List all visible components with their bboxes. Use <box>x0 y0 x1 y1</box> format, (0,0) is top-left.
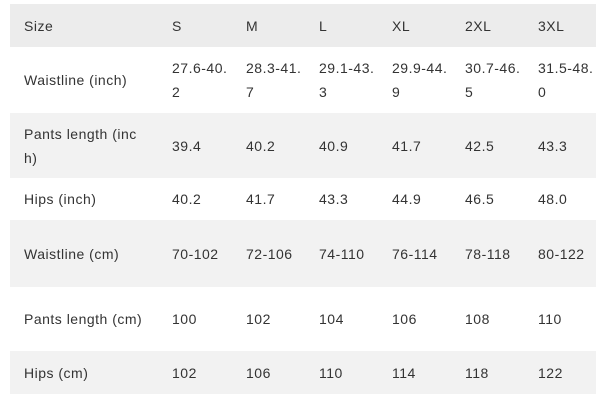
table-cell: 30.7-46.5 <box>465 60 521 100</box>
row-label-pants-length-inch: Pants length (inch) <box>10 113 158 178</box>
table-cell: 114 <box>378 351 451 394</box>
table-cell: 70-102 <box>158 220 232 287</box>
table-cell: 31.5-48.0 <box>538 60 594 100</box>
row-label-waistline-inch: Waistline (inch) <box>24 72 128 88</box>
size-chart-table: Size S M L XL 2XL 3XL Waistline (inch) 2… <box>10 4 596 394</box>
table-cell: 29.9-44.9 <box>392 60 448 100</box>
table-cell: 39.4 <box>158 113 232 178</box>
table-cell: 110 <box>538 311 562 327</box>
table-cell: 40.2 <box>232 113 305 178</box>
table-cell: 76-114 <box>378 220 451 287</box>
table-cell: 102 <box>246 311 271 327</box>
table-cell: 74-110 <box>305 220 378 287</box>
table-cell: 43.3 <box>319 191 349 207</box>
table-cell: 40.9 <box>305 113 378 178</box>
row-label-waistline-cm: Waistline (cm) <box>10 220 158 287</box>
row-label-hips-inch: Hips (inch) <box>24 191 97 207</box>
header-3xl: 3XL <box>524 4 596 47</box>
row-label-hips-cm: Hips (cm) <box>10 351 158 394</box>
table-cell: 122 <box>524 351 596 394</box>
table-cell: 43.3 <box>524 113 596 178</box>
row-label-pants-length-cm: Pants length (cm) <box>24 311 143 327</box>
table-cell: 78-118 <box>451 220 524 287</box>
table-cell: 108 <box>465 311 490 327</box>
table-cell: 40.2 <box>172 191 202 207</box>
header-size: Size <box>10 4 158 47</box>
table-cell: 46.5 <box>465 191 495 207</box>
header-m: M <box>232 4 305 47</box>
header-s: S <box>158 4 232 47</box>
table-cell: 110 <box>305 351 378 394</box>
table-cell: 106 <box>392 311 417 327</box>
table-cell: 41.7 <box>378 113 451 178</box>
table-cell: 102 <box>158 351 232 394</box>
table-cell: 48.0 <box>538 191 568 207</box>
table-cell: 42.5 <box>451 113 524 178</box>
table-cell: 106 <box>232 351 305 394</box>
table-cell: 41.7 <box>246 191 276 207</box>
table-cell: 80-122 <box>524 220 596 287</box>
header-xl: XL <box>378 4 451 47</box>
header-2xl: 2XL <box>451 4 524 47</box>
table-cell: 27.6-40.2 <box>172 60 228 100</box>
header-l: L <box>305 4 378 47</box>
table-cell: 118 <box>451 351 524 394</box>
table-cell: 44.9 <box>392 191 422 207</box>
table-cell: 29.1-43.3 <box>319 60 375 100</box>
table-cell: 72-106 <box>232 220 305 287</box>
table-cell: 28.3-41.7 <box>246 60 302 100</box>
table-cell: 104 <box>319 311 344 327</box>
table-cell: 100 <box>172 311 197 327</box>
